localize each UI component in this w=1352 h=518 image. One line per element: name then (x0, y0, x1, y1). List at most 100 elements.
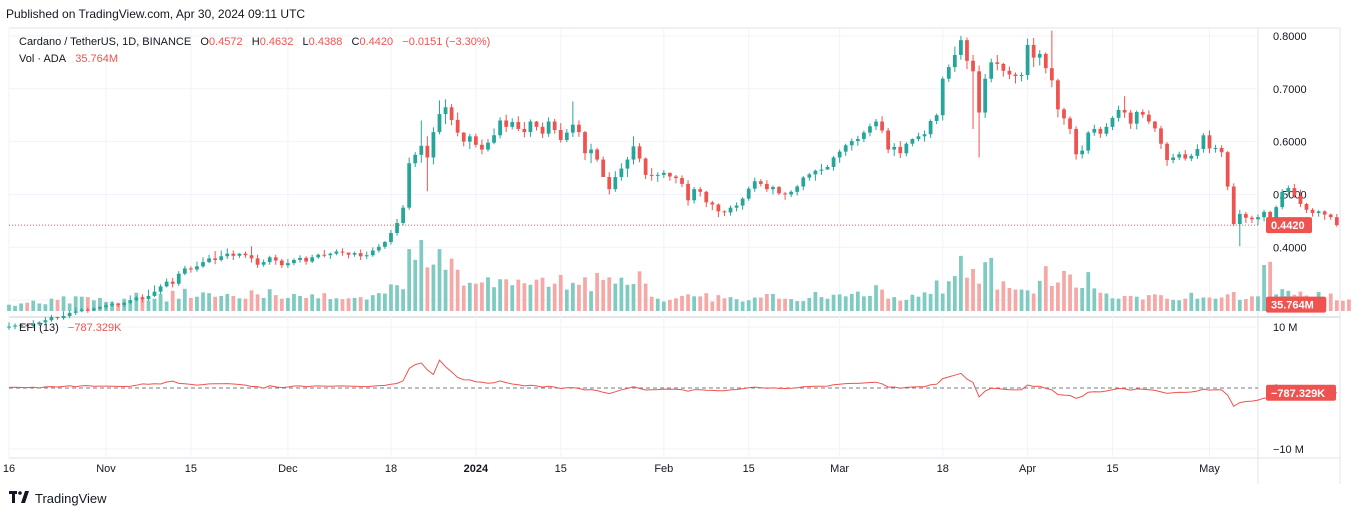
volume-bar (583, 277, 587, 311)
volume-bar (892, 297, 897, 311)
candle-body (916, 136, 921, 139)
volume-bar (922, 292, 927, 311)
volume-bar (746, 300, 751, 311)
volume-bar (7, 304, 11, 311)
candle-body (1292, 188, 1297, 196)
footer-brand[interactable]: TradingView (9, 491, 107, 506)
candle-body (437, 114, 442, 133)
volume-bar (1025, 290, 1030, 311)
volume-bar (1031, 293, 1036, 311)
volume-bar (279, 298, 284, 311)
candle-body (146, 295, 151, 300)
candle-body (540, 126, 545, 134)
volume-bar (310, 294, 315, 311)
candle-body (443, 107, 448, 115)
candle-body (1334, 217, 1339, 226)
candle-body (1231, 186, 1236, 225)
candle-body (704, 191, 709, 203)
candle-body (692, 189, 697, 201)
candle-body (55, 317, 60, 319)
candle-body (1177, 154, 1182, 158)
volume-bar (273, 295, 278, 311)
candle-body (1001, 63, 1006, 71)
volume-bar (904, 299, 909, 311)
volume-bar (540, 277, 545, 311)
volume-bar (370, 295, 375, 311)
x-tick-label: Apr (1019, 463, 1036, 475)
volume-bar (201, 292, 205, 311)
volume-bar (680, 295, 684, 311)
candle-body (340, 251, 345, 253)
volume-bar (146, 300, 151, 311)
volume-bar (740, 301, 745, 311)
candle-body (1250, 217, 1254, 220)
brand-name: TradingView (35, 491, 107, 506)
candle-body (1062, 109, 1066, 119)
volume-bar (649, 296, 654, 311)
candle-body (971, 60, 975, 72)
efi-value: −787.329K (67, 322, 122, 334)
volume-bar (389, 284, 393, 311)
volume-bar (558, 274, 563, 311)
volume-bar (995, 289, 1000, 311)
volume-bar (1037, 280, 1042, 311)
volume-bar (1237, 299, 1242, 311)
candle-body (13, 325, 17, 327)
low-value: 0.4388 (308, 36, 343, 48)
candle-body (637, 146, 642, 159)
volume-bar (1049, 286, 1054, 311)
volume-bar (431, 264, 436, 311)
candle-body (255, 258, 260, 265)
candle-body (613, 177, 618, 190)
candle-body (352, 253, 357, 255)
candle-body (716, 204, 721, 212)
volume-bar (1225, 294, 1230, 311)
candle-body (1298, 195, 1303, 204)
price-tick-label: 0.6000 (1273, 137, 1307, 149)
candle-body (322, 254, 327, 256)
candle-body (1146, 114, 1151, 122)
candle-body (370, 250, 375, 256)
candle-body (831, 157, 836, 167)
candle-body (473, 136, 478, 145)
volume-bar (1007, 287, 1012, 311)
volume-bar (534, 279, 539, 311)
volume-bar (959, 255, 963, 311)
candle-body (1213, 147, 1218, 149)
volume-bar (849, 293, 854, 311)
volume-bar (1116, 298, 1121, 311)
x-tick-label: 15 (185, 463, 197, 475)
candle-body (461, 132, 466, 142)
candle-body (1201, 135, 1206, 150)
candle-body (110, 303, 114, 306)
volume-bar (952, 276, 957, 311)
candle-body (1025, 44, 1030, 76)
volume-bar (1074, 287, 1078, 311)
volume-bar (722, 298, 727, 311)
volume-bar (667, 299, 672, 311)
volume-bar (292, 293, 296, 311)
candle-body (952, 54, 957, 68)
open-label: O (200, 36, 209, 48)
candle-body (922, 134, 927, 137)
candle-body (874, 121, 878, 127)
volume-bar (334, 298, 339, 311)
volume-bar (868, 295, 872, 311)
candle-body (722, 211, 727, 213)
volume-bar (1098, 292, 1103, 311)
volume-bar (510, 285, 515, 311)
candle-body (376, 246, 381, 251)
candle-body (116, 303, 121, 305)
volume-bar (237, 298, 242, 311)
candle-body (219, 256, 224, 260)
candle-body (631, 146, 636, 160)
volume-bar (316, 298, 321, 311)
candle-body (298, 257, 302, 260)
candle-body (455, 119, 460, 133)
volume-bar (874, 285, 878, 311)
candle-body (304, 257, 308, 262)
candle-body (486, 142, 490, 150)
candle-body (1037, 53, 1042, 58)
volume-bar (304, 297, 308, 311)
